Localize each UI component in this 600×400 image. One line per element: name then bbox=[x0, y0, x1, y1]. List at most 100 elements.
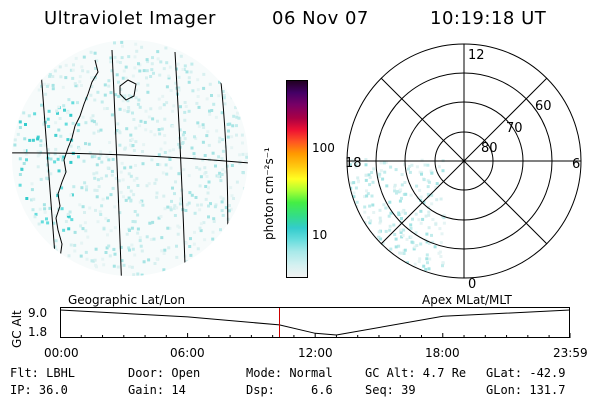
emission-pixel bbox=[113, 252, 117, 256]
emission-pixel bbox=[94, 247, 98, 251]
emission-pixel bbox=[218, 80, 221, 84]
emission-pixel bbox=[101, 197, 105, 201]
emission-pixel bbox=[59, 155, 63, 159]
emission-pixel bbox=[371, 203, 375, 207]
emission-pixel bbox=[67, 227, 71, 231]
emission-pixel bbox=[364, 173, 368, 177]
emission-pixel bbox=[51, 83, 55, 87]
emission-pixel bbox=[91, 114, 95, 118]
emission-pixel bbox=[69, 132, 73, 136]
emission-pixel bbox=[124, 198, 128, 202]
emission-pixel bbox=[89, 116, 93, 120]
emission-pixel bbox=[107, 244, 111, 248]
emission-pixel bbox=[235, 124, 238, 128]
emission-pixel bbox=[18, 173, 22, 176]
emission-pixel bbox=[110, 173, 114, 177]
emission-pixel bbox=[83, 221, 87, 225]
emission-pixel bbox=[118, 143, 122, 147]
emission-pixel bbox=[431, 240, 435, 244]
emission-pixel bbox=[423, 163, 427, 167]
emission-pixel bbox=[149, 238, 153, 241]
emission-pixel bbox=[95, 171, 99, 175]
emission-pixel bbox=[80, 241, 84, 245]
emission-pixel bbox=[115, 129, 119, 132]
emission-pixel bbox=[439, 255, 443, 258]
emission-pixel bbox=[137, 98, 141, 102]
emission-pixel bbox=[135, 49, 139, 53]
emission-pixel bbox=[158, 163, 162, 167]
emission-pixel bbox=[108, 141, 112, 144]
emission-pixel bbox=[193, 135, 196, 139]
emission-pixel bbox=[378, 221, 382, 225]
emission-pixel bbox=[139, 119, 143, 123]
emission-pixel bbox=[138, 236, 142, 240]
emission-pixel bbox=[427, 213, 431, 217]
emission-pixel bbox=[431, 218, 435, 221]
emission-pixel bbox=[80, 84, 83, 87]
emission-pixel bbox=[403, 162, 406, 166]
emission-pixel bbox=[219, 228, 222, 232]
emission-pixel bbox=[136, 82, 140, 86]
time-label: 10:19:18 UT bbox=[430, 8, 547, 29]
timeline-tick-marks bbox=[60, 333, 571, 338]
emission-pixel bbox=[218, 136, 222, 140]
emission-pixel bbox=[198, 184, 202, 188]
emission-pixel bbox=[120, 40, 124, 44]
emission-pixel bbox=[39, 139, 43, 143]
emission-pixel bbox=[93, 51, 97, 55]
emission-pixel bbox=[381, 242, 385, 245]
emission-pixel bbox=[90, 119, 94, 123]
emission-pixel bbox=[71, 68, 75, 72]
emission-pixel bbox=[441, 169, 445, 173]
emission-pixel bbox=[223, 102, 227, 106]
emission-pixel bbox=[193, 230, 196, 234]
emission-pixel bbox=[77, 145, 80, 149]
emission-pixel bbox=[110, 169, 114, 173]
emission-pixel bbox=[409, 223, 413, 227]
emission-pixel bbox=[87, 142, 91, 146]
emission-pixel bbox=[130, 265, 134, 269]
emission-pixel bbox=[203, 154, 207, 157]
emission-pixel bbox=[134, 42, 138, 46]
emission-pixel bbox=[64, 63, 68, 67]
emission-pixel bbox=[364, 257, 368, 261]
emission-pixel bbox=[55, 109, 59, 113]
emission-pixel bbox=[81, 115, 85, 119]
emission-pixel bbox=[400, 196, 403, 200]
emission-pixel bbox=[384, 160, 388, 164]
emission-pixel bbox=[140, 45, 144, 49]
emission-pixel bbox=[36, 137, 40, 141]
emission-pixel bbox=[231, 124, 235, 128]
emission-pixel bbox=[181, 133, 185, 137]
emission-pixel bbox=[116, 122, 120, 126]
emission-pixel bbox=[33, 215, 37, 219]
mlat-label-80: 80 bbox=[481, 141, 498, 156]
emission-pixel bbox=[31, 138, 35, 142]
emission-pixel bbox=[73, 243, 77, 247]
emission-pixel bbox=[94, 208, 97, 212]
emission-pixel bbox=[366, 192, 370, 196]
emission-pixel bbox=[173, 214, 177, 217]
emission-pixel bbox=[114, 93, 118, 97]
emission-pixel bbox=[136, 213, 140, 217]
status-filter: Flt: LBHL bbox=[10, 366, 76, 380]
emission-pixel bbox=[165, 61, 169, 65]
emission-pixel bbox=[127, 94, 131, 97]
emission-pixel bbox=[108, 150, 112, 154]
emission-pixel bbox=[74, 56, 78, 60]
emission-pixel bbox=[177, 86, 181, 90]
emission-pixel bbox=[57, 105, 61, 109]
emission-pixel bbox=[45, 176, 49, 180]
altitude-timeline bbox=[60, 307, 571, 338]
emission-pixel bbox=[95, 195, 99, 199]
emission-pixel bbox=[169, 208, 173, 212]
emission-pixel bbox=[142, 69, 146, 73]
emission-pixel bbox=[124, 65, 128, 69]
emission-pixel bbox=[48, 206, 52, 210]
emission-pixel bbox=[189, 253, 193, 257]
emission-pixel bbox=[363, 226, 367, 230]
emission-pixel bbox=[245, 152, 248, 156]
emission-pixel bbox=[232, 197, 235, 200]
emission-pixel bbox=[212, 220, 216, 223]
emission-pixel bbox=[136, 231, 140, 235]
